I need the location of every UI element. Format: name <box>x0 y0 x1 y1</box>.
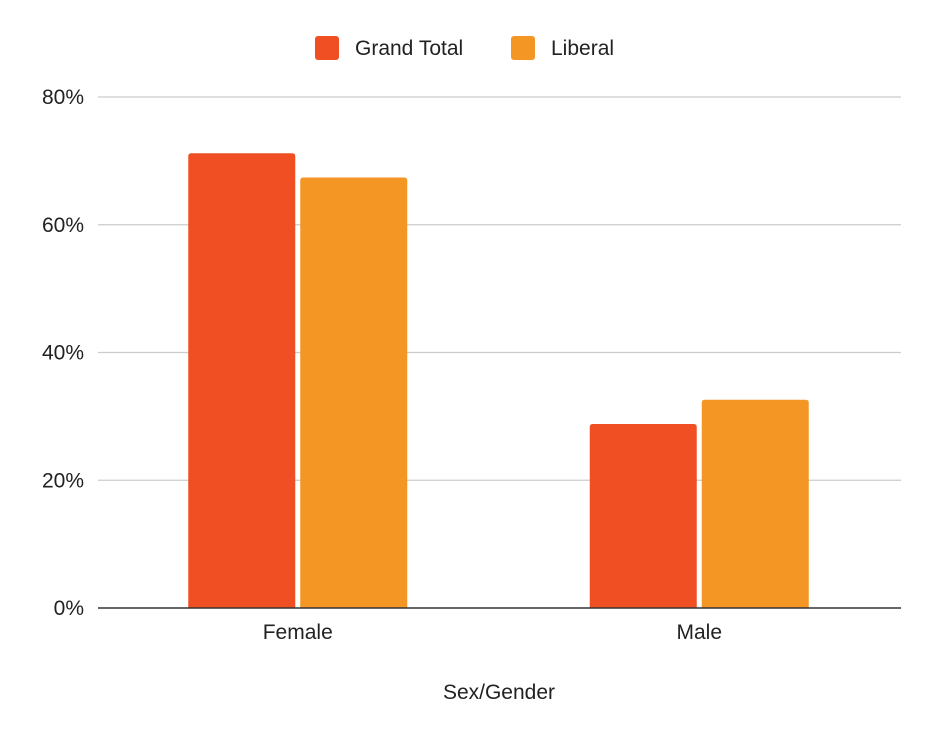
bar-grand-total-female <box>188 153 296 608</box>
y-axis-ticks: 0% 20% 40% 60% 80% <box>42 86 84 620</box>
y-tick-label: 40% <box>42 342 84 365</box>
bar-liberal-female <box>300 177 408 609</box>
bar-grand-total-male <box>589 424 697 608</box>
legend-label: Grand Total <box>355 37 463 60</box>
x-category-label: Male <box>676 621 722 644</box>
bar-liberal-male <box>701 399 809 608</box>
x-category-label: Female <box>263 621 333 644</box>
legend-swatch <box>315 36 339 60</box>
x-axis-title: Sex/Gender <box>443 681 555 704</box>
y-tick-label: 20% <box>42 469 84 492</box>
bars <box>188 153 809 609</box>
legend-swatch <box>511 36 535 60</box>
legend-label: Liberal <box>551 37 614 60</box>
y-tick-label: 0% <box>54 597 84 620</box>
y-tick-label: 60% <box>42 214 84 237</box>
x-axis: Female Male <box>98 607 901 644</box>
y-tick-label: 80% <box>42 86 84 109</box>
legend: Grand Total Liberal <box>315 36 614 60</box>
